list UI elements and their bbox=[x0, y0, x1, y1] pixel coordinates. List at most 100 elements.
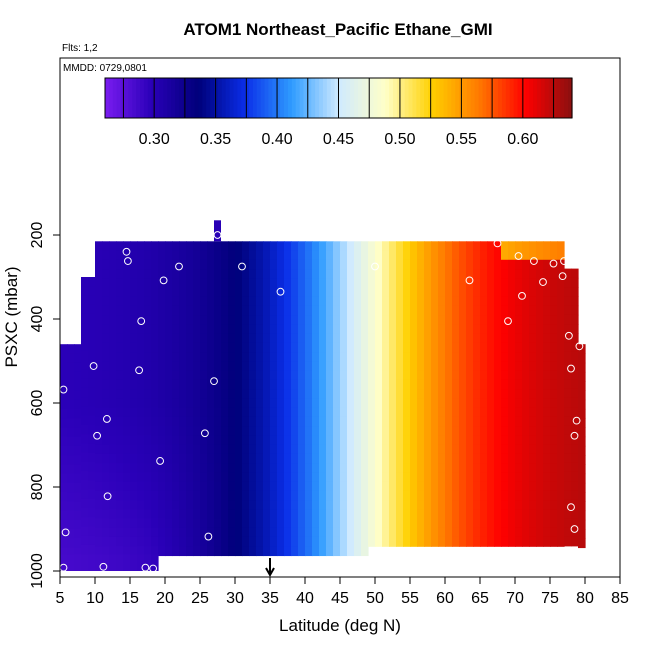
heatmap-cell bbox=[144, 296, 152, 307]
heatmap-cell bbox=[578, 418, 586, 428]
heatmap-cell bbox=[529, 250, 537, 261]
heatmap-cell bbox=[333, 333, 341, 344]
heatmap-cell bbox=[494, 398, 502, 409]
heatmap-cell bbox=[522, 389, 530, 399]
heatmap-cell bbox=[326, 352, 334, 363]
heatmap-cell bbox=[543, 278, 551, 289]
heatmap-cell bbox=[536, 407, 544, 418]
heatmap-cell bbox=[137, 398, 145, 409]
heatmap-cell bbox=[242, 546, 250, 557]
heatmap-cell bbox=[95, 333, 103, 344]
heatmap-cell bbox=[333, 250, 341, 261]
heatmap-cell bbox=[438, 296, 446, 307]
heatmap-cell bbox=[137, 463, 145, 473]
heatmap-cell bbox=[382, 278, 390, 289]
heatmap-cell bbox=[515, 481, 523, 492]
heatmap-cell bbox=[452, 241, 460, 252]
y-axis-label: PSXC (mbar) bbox=[2, 266, 21, 367]
x-tick-label: 35 bbox=[261, 590, 279, 607]
heatmap-cell bbox=[494, 490, 502, 501]
observation-point bbox=[78, 247, 87, 256]
heatmap-cell bbox=[151, 389, 159, 399]
observation-point bbox=[89, 362, 98, 370]
heatmap-cell bbox=[312, 435, 320, 446]
heatmap-cell bbox=[445, 472, 453, 483]
heatmap-cell bbox=[235, 324, 243, 335]
heatmap-cell bbox=[151, 546, 159, 557]
heatmap-cell bbox=[109, 416, 117, 427]
heatmap-cell bbox=[487, 426, 495, 436]
colorbar-swatch bbox=[470, 78, 476, 118]
heatmap-cell bbox=[88, 424, 96, 435]
heatmap-cell bbox=[571, 397, 579, 408]
heatmap-cell bbox=[557, 536, 565, 547]
heatmap-cell bbox=[235, 472, 243, 483]
heatmap-cell bbox=[480, 435, 488, 446]
heatmap-cell bbox=[557, 472, 565, 483]
heatmap-cell bbox=[200, 278, 208, 289]
heatmap-cell bbox=[557, 407, 565, 418]
x-axis: 5 10 15 20 25 30 35 40 45 50 55 60 65 70 75 80 85 bbox=[56, 576, 629, 607]
colorbar-swatch bbox=[229, 78, 235, 118]
heatmap-cell bbox=[564, 471, 572, 482]
heatmap-cell bbox=[452, 352, 460, 363]
heatmap-cell bbox=[480, 472, 488, 483]
heatmap-cell bbox=[480, 370, 488, 381]
heatmap-cell bbox=[389, 278, 397, 289]
heatmap-cell bbox=[382, 296, 390, 307]
heatmap-cell bbox=[242, 416, 250, 427]
heatmap-cell bbox=[130, 453, 138, 464]
heatmap-cell bbox=[557, 324, 565, 335]
heatmap-cell bbox=[368, 472, 376, 483]
heatmap-cell bbox=[319, 509, 327, 520]
heatmap-cell bbox=[137, 259, 145, 270]
heatmap-cell bbox=[284, 536, 292, 547]
heatmap-cell bbox=[137, 407, 145, 418]
heatmap-cell bbox=[543, 287, 551, 298]
heatmap-cell bbox=[95, 546, 103, 557]
heatmap-cell bbox=[459, 490, 467, 501]
heatmap-cell bbox=[536, 481, 544, 492]
heatmap-cell bbox=[354, 490, 362, 501]
heatmap-cell bbox=[95, 518, 103, 529]
heatmap-cell bbox=[445, 333, 453, 344]
heatmap-cell bbox=[340, 305, 348, 316]
heatmap-cell bbox=[487, 287, 495, 298]
heatmap-cell bbox=[312, 278, 320, 289]
heatmap-cell bbox=[312, 500, 320, 510]
heatmap-cell bbox=[249, 389, 257, 399]
heatmap-cell bbox=[144, 435, 152, 446]
heatmap-cell bbox=[214, 342, 222, 353]
heatmap-cell bbox=[151, 269, 159, 279]
heatmap-cell bbox=[74, 427, 82, 438]
heatmap-cell bbox=[578, 482, 586, 493]
colorbar-swatch bbox=[105, 78, 110, 118]
heatmap-cell bbox=[116, 278, 124, 289]
heatmap-cell bbox=[228, 324, 236, 335]
heatmap-cell bbox=[298, 296, 306, 307]
heatmap-cell bbox=[382, 500, 390, 510]
colorbar-swatch bbox=[365, 78, 371, 118]
heatmap-cell bbox=[494, 453, 502, 464]
heatmap-cell bbox=[74, 371, 82, 382]
heatmap-cell bbox=[102, 342, 110, 353]
heatmap-cell bbox=[291, 324, 299, 335]
heatmap-cell bbox=[396, 398, 404, 409]
heatmap-cell bbox=[144, 352, 152, 363]
heatmap-cell bbox=[74, 362, 82, 373]
heatmap-cell bbox=[340, 370, 348, 381]
heatmap-cell bbox=[368, 407, 376, 418]
heatmap-cell bbox=[214, 287, 222, 298]
heatmap-cell bbox=[214, 426, 222, 436]
heatmap-cell bbox=[151, 518, 159, 529]
heatmap-cell bbox=[508, 370, 516, 381]
heatmap-cell bbox=[249, 398, 257, 409]
heatmap-cell bbox=[256, 536, 264, 547]
heatmap-cell bbox=[326, 463, 334, 473]
heatmap-cell bbox=[144, 342, 152, 353]
heatmap-cell bbox=[452, 324, 460, 335]
heatmap-cell bbox=[480, 463, 488, 473]
heatmap-cell bbox=[277, 527, 285, 538]
heatmap-cell bbox=[368, 518, 376, 529]
